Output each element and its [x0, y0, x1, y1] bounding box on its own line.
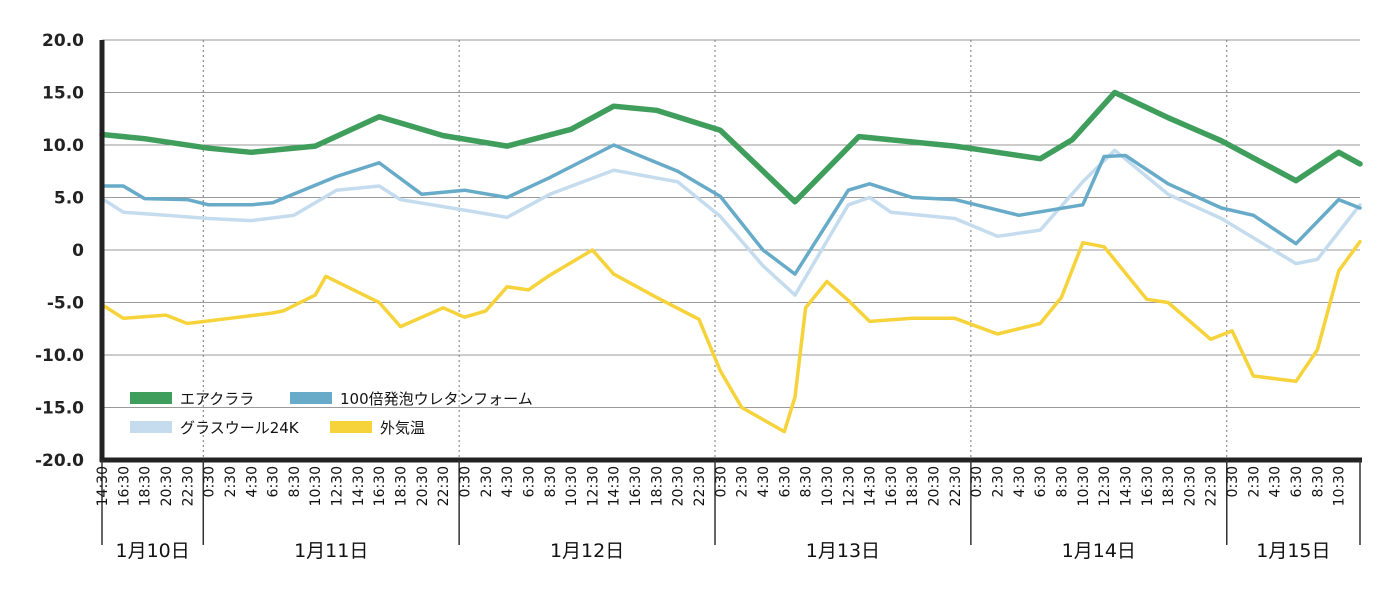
x-tick-label: 12:30: [841, 466, 857, 506]
x-tick-label: 4:30: [500, 466, 516, 497]
x-tick-label: 22:30: [948, 466, 964, 506]
x-tick-label: 2:30: [1246, 466, 1262, 497]
y-tick-label: -15.0: [35, 399, 84, 419]
x-tick-label: 22:30: [180, 466, 196, 506]
x-tick-label: 0:30: [457, 466, 473, 497]
x-tick-label: 10:30: [1332, 466, 1348, 506]
x-tick-label: 22:30: [436, 466, 452, 506]
series-line-1: [100, 143, 1362, 276]
x-tick-label: 14:30: [95, 466, 111, 506]
legend-swatch: [130, 421, 172, 433]
y-tick-label: 0: [72, 241, 84, 261]
y-tick-label: 15.0: [42, 84, 84, 104]
x-tick-label: 10:30: [820, 466, 836, 506]
x-tick-label: 0:30: [1225, 466, 1241, 497]
x-tick-label: 2:30: [735, 466, 751, 497]
x-tick-label: 16:30: [628, 466, 644, 506]
x-tick-label: 4:30: [756, 466, 772, 497]
x-tick-label: 22:30: [1204, 466, 1220, 506]
x-tick-label: 16:30: [884, 466, 900, 506]
legend-swatch: [330, 421, 372, 433]
x-tick-label: 10:30: [1076, 466, 1092, 506]
x-tick-label: 0:30: [713, 466, 729, 497]
series-line-0: [99, 89, 1363, 205]
day-label: 1月13日: [806, 540, 880, 562]
x-tick-label: 10:30: [308, 466, 324, 506]
x-tick-label: 6:30: [1033, 466, 1049, 497]
x-tick-label: 6:30: [1289, 466, 1305, 497]
x-tick-label: 18:30: [394, 466, 410, 506]
day-label: 1月11日: [294, 540, 368, 562]
x-tick-label: 20:30: [671, 466, 687, 506]
x-tick-label: 18:30: [1161, 466, 1177, 506]
x-tick-label: 8:30: [287, 466, 303, 497]
day-label: 1月14日: [1062, 540, 1136, 562]
day-labels: 1月10日 1月11日 1月12日 1月13日 1月14日 1月15日: [116, 540, 1331, 562]
y-axis-tick-labels: 20.0 15.0 10.0 5.0 0 -5.0 -10.0 -15.0 -20.0: [35, 31, 84, 471]
legend-label: 外気温: [380, 419, 425, 437]
x-tick-label: 8:30: [799, 466, 815, 497]
legend-swatch: [290, 392, 332, 404]
x-tick-label: 0:30: [202, 466, 218, 497]
legend-label: エアクララ: [180, 390, 254, 408]
x-tick-label: 18:30: [905, 466, 921, 506]
x-tick-label: 4:30: [244, 466, 260, 497]
x-tick-label: 2:30: [991, 466, 1007, 497]
x-tick-label: 6:30: [777, 466, 793, 497]
y-tick-label: -20.0: [35, 451, 84, 471]
y-tick-label: 5.0: [54, 189, 84, 209]
x-tick-label: 0:30: [969, 466, 985, 497]
x-tick-label: 20:30: [415, 466, 431, 506]
x-axis-tick-labels: 14:30 16:30 18:30 20:30 22:30 0:30 2:30 4:30 6:3…: [95, 466, 1348, 506]
x-tick-label: 2:30: [479, 466, 495, 497]
series-line-3: [100, 239, 1362, 434]
legend-label: グラスウール24K: [180, 419, 300, 437]
x-tick-label: 12:30: [1097, 466, 1113, 506]
x-tick-label: 2:30: [223, 466, 239, 497]
day-label: 1月10日: [116, 540, 190, 562]
x-tick-label: 14:30: [1118, 466, 1134, 506]
x-tick-label: 16:30: [116, 466, 132, 506]
series-line-2: [100, 148, 1362, 297]
x-tick-label: 14:30: [863, 466, 879, 506]
series-lines: [99, 89, 1363, 434]
y-tick-label: 20.0: [42, 31, 84, 51]
x-tick-label: 8:30: [543, 466, 559, 497]
x-tick-label: 4:30: [1268, 466, 1284, 497]
x-tick-label: 6:30: [266, 466, 282, 497]
y-tick-label: -10.0: [35, 346, 84, 366]
legend-swatch: [130, 392, 172, 404]
x-tick-label: 16:30: [372, 466, 388, 506]
x-tick-label: 14:30: [607, 466, 623, 506]
legend-label: 100倍発泡ウレタンフォーム: [340, 390, 533, 408]
x-tick-label: 20:30: [927, 466, 943, 506]
x-tick-label: 10:30: [564, 466, 580, 506]
x-tick-label: 8:30: [1310, 466, 1326, 497]
x-tick-label: 14:30: [351, 466, 367, 506]
axes: [99, 40, 1362, 545]
day-label: 1月12日: [550, 540, 624, 562]
x-tick-label: 18:30: [649, 466, 665, 506]
x-tick-label: 16:30: [1140, 466, 1156, 506]
x-tick-label: 20:30: [159, 466, 175, 506]
day-label: 1月15日: [1256, 540, 1330, 562]
x-tick-label: 8:30: [1054, 466, 1070, 497]
y-tick-label: -5.0: [47, 294, 84, 314]
x-tick-label: 12:30: [330, 466, 346, 506]
x-tick-label: 22:30: [692, 466, 708, 506]
x-tick-label: 12:30: [585, 466, 601, 506]
x-tick-label: 18:30: [138, 466, 154, 506]
y-tick-label: 10.0: [42, 136, 84, 156]
x-tick-label: 4:30: [1012, 466, 1028, 497]
x-tick-label: 6:30: [521, 466, 537, 497]
x-tick-label: 20:30: [1182, 466, 1198, 506]
